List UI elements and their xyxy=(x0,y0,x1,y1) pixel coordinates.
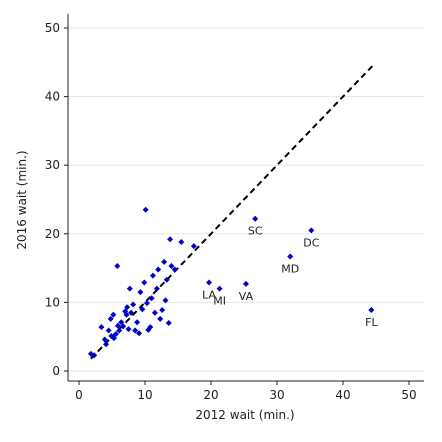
data-point xyxy=(148,295,155,302)
data-point xyxy=(114,263,121,270)
point-label-va: VA xyxy=(239,290,254,303)
reference-line xyxy=(90,65,374,360)
x-tick-label-10: 10 xyxy=(137,388,152,402)
data-point xyxy=(130,301,137,308)
data-point xyxy=(171,266,178,273)
point-label-la: LA xyxy=(202,289,216,302)
x-tick-label-20: 20 xyxy=(203,388,218,402)
x-tick-label-40: 40 xyxy=(335,388,350,402)
point-label-fl: FL xyxy=(365,316,378,329)
axes: 0 10 20 30 40 50 0 10 20 30 40 50 xyxy=(45,14,424,402)
data-point xyxy=(178,239,185,246)
data-point xyxy=(308,227,315,234)
data-point xyxy=(114,322,121,329)
gridlines xyxy=(68,27,424,372)
data-point xyxy=(120,323,127,330)
data-point xyxy=(151,309,158,316)
x-tick-label-50: 50 xyxy=(401,388,416,402)
point-label-dc: DC xyxy=(303,236,319,249)
data-point xyxy=(124,304,131,311)
y-axis-label: 2016 wait (min.) xyxy=(15,150,29,249)
data-point xyxy=(287,253,294,260)
y-tick-label-10: 10 xyxy=(45,295,60,309)
data-point xyxy=(136,330,143,337)
data-point xyxy=(123,311,130,318)
data-point xyxy=(157,315,164,322)
data-point xyxy=(116,327,123,334)
data-point xyxy=(149,272,156,279)
data-points xyxy=(87,206,375,359)
reference-line-group xyxy=(90,65,374,360)
data-point xyxy=(118,319,125,326)
y-tick-label-30: 30 xyxy=(45,158,60,172)
data-point xyxy=(142,206,149,213)
data-point xyxy=(105,327,112,334)
data-point xyxy=(134,319,141,326)
data-point xyxy=(112,330,119,337)
data-point xyxy=(155,266,162,273)
data-point xyxy=(252,215,259,222)
data-point xyxy=(110,311,117,318)
data-point xyxy=(143,300,150,307)
data-point xyxy=(107,315,114,322)
data-point xyxy=(168,263,175,270)
data-point xyxy=(165,319,172,326)
data-point xyxy=(161,258,168,265)
data-point xyxy=(190,243,197,250)
data-point xyxy=(98,324,105,331)
data-point xyxy=(139,306,146,313)
data-point xyxy=(167,236,174,243)
data-point xyxy=(137,289,144,296)
data-point xyxy=(163,276,170,283)
data-point xyxy=(368,306,375,313)
data-point xyxy=(159,306,166,313)
data-point xyxy=(126,285,133,292)
data-point xyxy=(132,327,139,334)
y-tick-label-40: 40 xyxy=(45,90,60,104)
data-point xyxy=(101,336,108,343)
data-point xyxy=(141,279,148,286)
data-point xyxy=(216,285,223,292)
data-point xyxy=(153,285,160,292)
point-label-sc: SC xyxy=(248,225,263,238)
data-point xyxy=(91,352,98,359)
point-label-md: MD xyxy=(281,262,299,275)
data-point xyxy=(206,279,213,286)
y-tick-label-20: 20 xyxy=(45,227,60,241)
data-point xyxy=(242,280,249,287)
data-point xyxy=(125,326,132,333)
data-point xyxy=(147,324,154,331)
data-point xyxy=(103,341,110,348)
y-tick-label-50: 50 xyxy=(45,21,60,35)
data-point xyxy=(128,309,135,316)
point-label-mi: MI xyxy=(213,295,226,308)
data-point xyxy=(110,335,117,342)
data-point xyxy=(162,297,169,304)
x-axis-label: 2012 wait (min.) xyxy=(195,408,294,422)
x-tick-label-0: 0 xyxy=(75,388,83,402)
y-tick-label-0: 0 xyxy=(52,364,60,378)
x-tick-label-30: 30 xyxy=(269,388,284,402)
